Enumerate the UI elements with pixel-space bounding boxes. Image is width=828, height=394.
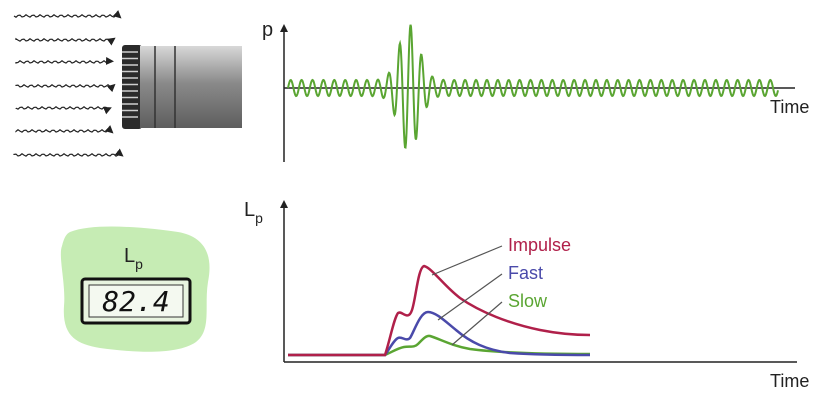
- sound-wave-arrow: [15, 125, 114, 134]
- slow-curve: [288, 334, 591, 357]
- level-y-label-sub: p: [255, 210, 263, 226]
- sound-wave-arrow: [15, 57, 114, 65]
- fast-leader-line: [437, 273, 503, 321]
- impulse-leader-line: [431, 245, 503, 276]
- impulse-label: Impulse: [508, 235, 571, 255]
- level-meter: Lp 82.4: [60, 226, 210, 352]
- sound-wave-arrow: [13, 10, 122, 19]
- pressure-signal-line: [287, 24, 779, 149]
- meter-label-sub: p: [135, 256, 143, 272]
- slow-leader-line: [451, 301, 503, 346]
- pressure-x-label: Time: [770, 97, 809, 117]
- level-x-label: Time: [770, 371, 809, 391]
- pressure-y-label: p: [262, 19, 273, 41]
- sound-wave-arrow: [15, 83, 116, 93]
- sound-wave-arrow: [13, 148, 124, 157]
- meter-display-screen: [88, 284, 184, 318]
- sound-waves-icon: [13, 10, 124, 157]
- pressure-plot: p Time: [262, 19, 809, 162]
- microphone-icon: [122, 45, 242, 129]
- sound-wave-arrow: [15, 37, 116, 46]
- fast-curve: [288, 310, 591, 357]
- fast-label: Fast: [508, 263, 543, 283]
- level-plot: Lp Time Impulse Fast Slow: [244, 199, 809, 391]
- impulse-curve: [288, 264, 591, 357]
- level-y-label: Lp: [244, 199, 263, 226]
- sound-wave-arrow: [15, 106, 112, 115]
- slow-label: Slow: [508, 291, 548, 311]
- curve-legend: Impulse Fast Slow: [431, 235, 571, 346]
- meter-label: Lp: [124, 245, 143, 272]
- meter-reading: 82.4: [102, 285, 169, 318]
